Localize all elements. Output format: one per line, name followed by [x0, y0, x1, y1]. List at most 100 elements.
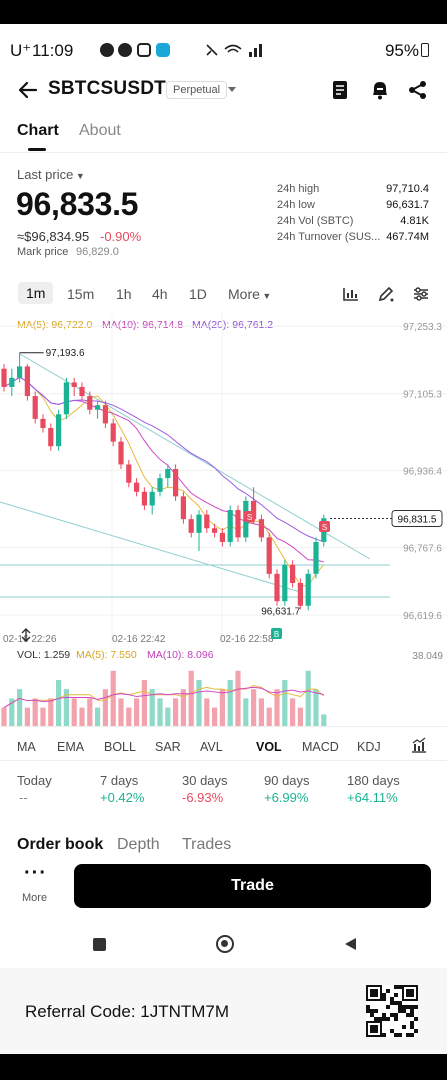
timeframe-4h[interactable]: 4h	[152, 286, 168, 302]
indicator-vol[interactable]: VOL	[256, 740, 282, 754]
svg-text:B: B	[274, 630, 279, 639]
current-price-tag-text: 96,831.5	[398, 514, 437, 525]
period-label: 30 days	[182, 773, 228, 788]
timeframe-more[interactable]: More ▼	[228, 286, 272, 302]
symbol-title[interactable]: SBTCSUSDT	[48, 78, 166, 99]
low-annotation: 96,631.7	[261, 606, 300, 617]
svg-text:S: S	[247, 513, 252, 522]
qr-module	[410, 1025, 414, 1029]
candle-body	[173, 469, 179, 497]
qr-module	[406, 1033, 410, 1037]
period-value: -6.93%	[182, 790, 224, 805]
qr-module	[382, 1017, 386, 1021]
home-icon[interactable]	[216, 935, 234, 953]
chart-settings-icon[interactable]	[413, 286, 429, 302]
indicator-ema[interactable]: EMA	[57, 740, 85, 754]
indicator-avl[interactable]: AVL	[200, 740, 223, 754]
rules-book-icon[interactable]	[332, 80, 348, 100]
volume-bar	[134, 698, 140, 726]
candle-body	[141, 491, 147, 506]
volume-bar	[321, 714, 327, 726]
alert-bell-icon[interactable]	[370, 79, 390, 101]
candle-body	[297, 582, 303, 606]
qr-module	[402, 1009, 406, 1013]
volume-bar	[32, 698, 38, 726]
share-icon[interactable]	[408, 80, 428, 100]
vol-legend: VOL: 1.259	[17, 649, 71, 661]
tab-chart[interactable]: Chart	[17, 122, 59, 139]
battery-icon	[421, 43, 429, 57]
indicator-kdj[interactable]: KDJ	[357, 740, 381, 754]
indicator-ma[interactable]: MA	[17, 740, 36, 754]
timeframe-1d[interactable]: 1D	[189, 286, 207, 302]
volume-bar	[71, 698, 77, 726]
sell-marker-1: S	[244, 511, 255, 522]
contract-badge: Perpetual	[166, 81, 228, 99]
volume-bar	[196, 679, 202, 726]
qr-module	[370, 1013, 374, 1017]
trade-button[interactable]: Trade	[74, 864, 431, 908]
back-arrow-icon[interactable]	[18, 81, 38, 99]
indicator-macd[interactable]: MACD	[302, 740, 339, 754]
indicator-boll[interactable]: BOLL	[104, 740, 136, 754]
ma10-line	[3, 376, 324, 563]
period-value: +6.99%	[264, 790, 309, 805]
qr-module	[394, 993, 398, 997]
app-screen: U⁺ 11:09 95% SBTCSUSDT Perpetual Chart A…	[0, 24, 447, 1054]
candlestick-chart[interactable]: 97,253.3 97,105.3 96,936.4 96,767.6 96,619.6…	[0, 314, 447, 644]
indicator-sar[interactable]: SAR	[155, 740, 181, 754]
system-nav-bar	[0, 924, 447, 966]
back-nav-icon[interactable]	[343, 937, 357, 951]
volume-bar	[24, 707, 30, 726]
qr-module	[402, 1005, 406, 1009]
volume-bar	[9, 698, 15, 726]
volume-bar	[266, 707, 272, 726]
stat-value: 467.74M	[386, 231, 429, 243]
timeframe-15m[interactable]: 15m	[67, 286, 95, 302]
stat-label: 24h high	[277, 183, 320, 195]
volume-chart	[1, 670, 327, 726]
tab-depth[interactable]: Depth	[117, 836, 160, 853]
qr-module	[394, 985, 398, 989]
chart-type-icon[interactable]	[343, 287, 359, 301]
period-value: +0.42%	[100, 790, 145, 805]
qr-module	[398, 1005, 402, 1009]
last-price-label[interactable]: Last price ▼	[17, 167, 85, 182]
candle-body	[134, 482, 140, 492]
caret-down-icon[interactable]	[227, 86, 237, 94]
candle-body	[165, 469, 171, 479]
carrier-label: U⁺	[10, 41, 32, 60]
y-tick-label: 96,619.6	[403, 611, 442, 622]
qr-module	[382, 1033, 386, 1037]
candle-body	[266, 537, 272, 574]
volume-bar	[48, 698, 54, 726]
tab-trades[interactable]: Trades	[182, 836, 232, 853]
more-label[interactable]: More	[22, 892, 48, 904]
candle-body	[274, 573, 280, 602]
qr-module	[366, 1005, 370, 1009]
draw-tool-icon[interactable]	[377, 285, 395, 303]
timeframe-1m[interactable]: 1m	[18, 282, 54, 304]
indicator-settings-icon[interactable]	[411, 737, 427, 753]
usd-price: ≈$96,834.95	[17, 229, 90, 244]
candle-body	[56, 414, 62, 447]
candle-body	[79, 386, 85, 397]
candle-body	[102, 405, 108, 424]
candle-body	[282, 564, 288, 602]
qr-module	[382, 997, 386, 1001]
timeframe-1h[interactable]: 1h	[116, 286, 132, 302]
candle-body	[204, 514, 210, 529]
y-tick-label: 97,105.3	[403, 390, 442, 401]
candle-body	[118, 441, 124, 465]
tab-order-book[interactable]: Order book	[17, 836, 104, 853]
volume-bar	[258, 698, 264, 726]
volume-bar	[212, 707, 218, 726]
candle-body	[305, 573, 311, 606]
stat-value: 4.81K	[400, 215, 429, 227]
more-dots-icon[interactable]: ···	[24, 862, 47, 884]
x-tick-label: 02-16 22:42	[112, 634, 166, 644]
qr-module	[410, 1009, 414, 1013]
qr-module	[378, 1017, 382, 1021]
tab-about[interactable]: About	[79, 122, 121, 139]
recents-icon[interactable]	[93, 938, 106, 951]
